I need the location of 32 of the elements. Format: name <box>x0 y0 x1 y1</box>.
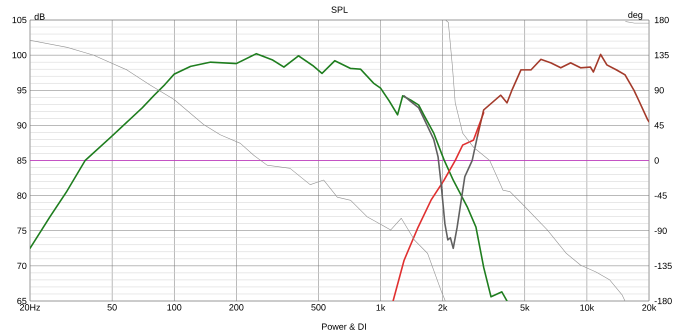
x-tick-label: 5k <box>520 304 530 311</box>
y2-tick-label: 0 <box>654 157 659 164</box>
x-tick-label: 10k <box>580 304 594 311</box>
y2-tick-label: -90 <box>654 228 667 234</box>
y2-tick-label: 180 <box>654 16 669 24</box>
y-tick-label: 85 <box>17 157 26 164</box>
y-tick-label: 105 <box>12 16 26 24</box>
y-axis-title: dB <box>34 13 45 20</box>
y2-axis-title: deg <box>628 11 642 20</box>
chart-title: SPL <box>331 6 348 13</box>
y2-tick-label: 90 <box>654 87 664 94</box>
text: Power & DI <box>322 324 366 330</box>
y2-tick-label: -180 <box>654 298 672 304</box>
x-tick-label: 2k <box>438 304 448 311</box>
y-tick-label: 70 <box>17 262 26 270</box>
y-tick-label: 75 <box>17 228 26 234</box>
y-tick-label: 100 <box>12 52 26 58</box>
x-tick-label: 500 <box>311 304 326 311</box>
y2-tick-label: -45 <box>654 192 667 199</box>
y-tick-label: 80 <box>17 192 26 199</box>
x-tick-label: 50 <box>107 304 117 311</box>
y-tick-label: 95 <box>17 87 26 94</box>
y-tick-label: 65 <box>17 298 26 304</box>
y2-tick-label: 135 <box>654 52 669 58</box>
y-tick-label: 90 <box>17 122 26 129</box>
x-tick-label: 1k <box>376 304 386 311</box>
x-tick-label: 20k <box>642 304 656 311</box>
x-tick-label: 200 <box>229 304 244 311</box>
x-tick-label: 100 <box>167 304 182 311</box>
y2-tick-label: -135 <box>654 262 672 270</box>
y2-tick-label: 45 <box>654 122 664 129</box>
x-tick-label: 20Hz <box>20 304 40 311</box>
